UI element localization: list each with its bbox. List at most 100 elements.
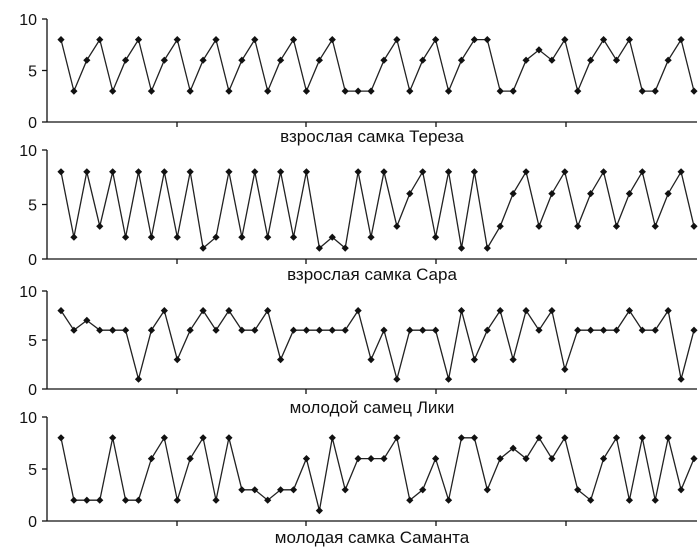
- data-point: [561, 36, 569, 44]
- data-point: [522, 168, 530, 176]
- data-point: [690, 455, 698, 463]
- data-point: [121, 56, 130, 64]
- data-point: [289, 326, 298, 334]
- data-point: [225, 168, 233, 176]
- data-point: [535, 222, 543, 230]
- data-point: [147, 455, 156, 463]
- data-point: [535, 326, 543, 334]
- data-point: [522, 455, 530, 463]
- y-tick-label: 10: [19, 143, 37, 160]
- data-point: [677, 168, 685, 176]
- data-point: [677, 486, 685, 494]
- data-point: [199, 434, 207, 442]
- data-point: [509, 444, 517, 452]
- data-point: [664, 434, 672, 442]
- data-point: [160, 307, 168, 315]
- data-point: [315, 507, 323, 515]
- data-point: [393, 434, 401, 442]
- data-point: [548, 307, 556, 315]
- data-point: [406, 496, 414, 504]
- data-point: [199, 56, 207, 64]
- data-point: [315, 244, 323, 252]
- data-point: [160, 434, 168, 442]
- data-point: [651, 326, 659, 334]
- y-tick-label: 0: [28, 252, 37, 269]
- data-point: [574, 222, 582, 230]
- data-point: [599, 326, 608, 334]
- data-point: [121, 233, 130, 241]
- data-point: [264, 496, 272, 504]
- data-point: [419, 168, 427, 176]
- data-point: [690, 222, 698, 230]
- data-point: [315, 326, 323, 334]
- data-point: [328, 326, 336, 334]
- data-point: [664, 190, 672, 198]
- data-point: [238, 326, 246, 334]
- data-point: [96, 326, 104, 334]
- data-point: [96, 36, 104, 44]
- data-point: [212, 326, 220, 334]
- data-point: [483, 326, 491, 334]
- data-point: [406, 326, 414, 334]
- data-point: [432, 455, 440, 463]
- data-point: [109, 326, 117, 334]
- data-point: [173, 233, 181, 241]
- data-point: [677, 36, 685, 44]
- data-point: [651, 222, 659, 230]
- panel-label: молодой самец Лики: [290, 398, 455, 417]
- data-point: [612, 326, 621, 334]
- panel-1: 0 5 10 взрослая самка Тереза: [19, 12, 698, 146]
- data-point: [690, 87, 698, 95]
- data-point: [509, 356, 517, 364]
- data-point: [690, 326, 698, 334]
- data-point: [121, 496, 130, 504]
- data-point: [496, 87, 504, 95]
- data-point: [354, 168, 362, 176]
- data-point: [393, 36, 401, 44]
- y-tick-label: 5: [28, 198, 37, 215]
- data-point: [83, 316, 91, 324]
- data-point: [380, 326, 388, 334]
- data-point: [574, 87, 582, 95]
- data-point: [457, 434, 466, 442]
- data-point: [561, 434, 569, 442]
- y-tick-label: 10: [19, 12, 37, 29]
- data-point: [625, 190, 634, 198]
- data-point: [328, 434, 336, 442]
- data-point: [638, 87, 646, 95]
- data-point: [134, 168, 143, 176]
- data-point: [548, 56, 556, 64]
- data-point: [225, 87, 233, 95]
- data-point: [225, 434, 233, 442]
- data-point: [599, 36, 608, 44]
- data-point: [341, 87, 349, 95]
- data-point: [548, 190, 556, 198]
- data-point: [57, 434, 65, 442]
- data-point: [109, 87, 117, 95]
- data-point: [483, 244, 491, 252]
- data-point: [212, 36, 220, 44]
- data-point: [509, 190, 517, 198]
- data-point: [522, 307, 530, 315]
- data-point: [496, 222, 504, 230]
- y-tick-label: 10: [19, 284, 37, 301]
- data-point: [147, 87, 156, 95]
- data-point: [70, 233, 78, 241]
- data-point: [264, 87, 272, 95]
- data-point: [302, 87, 311, 95]
- data-point: [70, 87, 78, 95]
- data-point: [432, 326, 440, 334]
- data-point: [328, 233, 336, 241]
- data-point: [367, 356, 375, 364]
- data-point: [574, 486, 582, 494]
- data-point: [251, 326, 259, 334]
- y-tick-label: 0: [28, 115, 37, 132]
- series-line: [60, 308, 695, 382]
- data-point: [354, 307, 362, 315]
- data-point: [638, 168, 646, 176]
- data-point: [57, 307, 65, 315]
- data-point: [561, 168, 569, 176]
- data-point: [587, 190, 595, 198]
- data-point: [341, 244, 349, 252]
